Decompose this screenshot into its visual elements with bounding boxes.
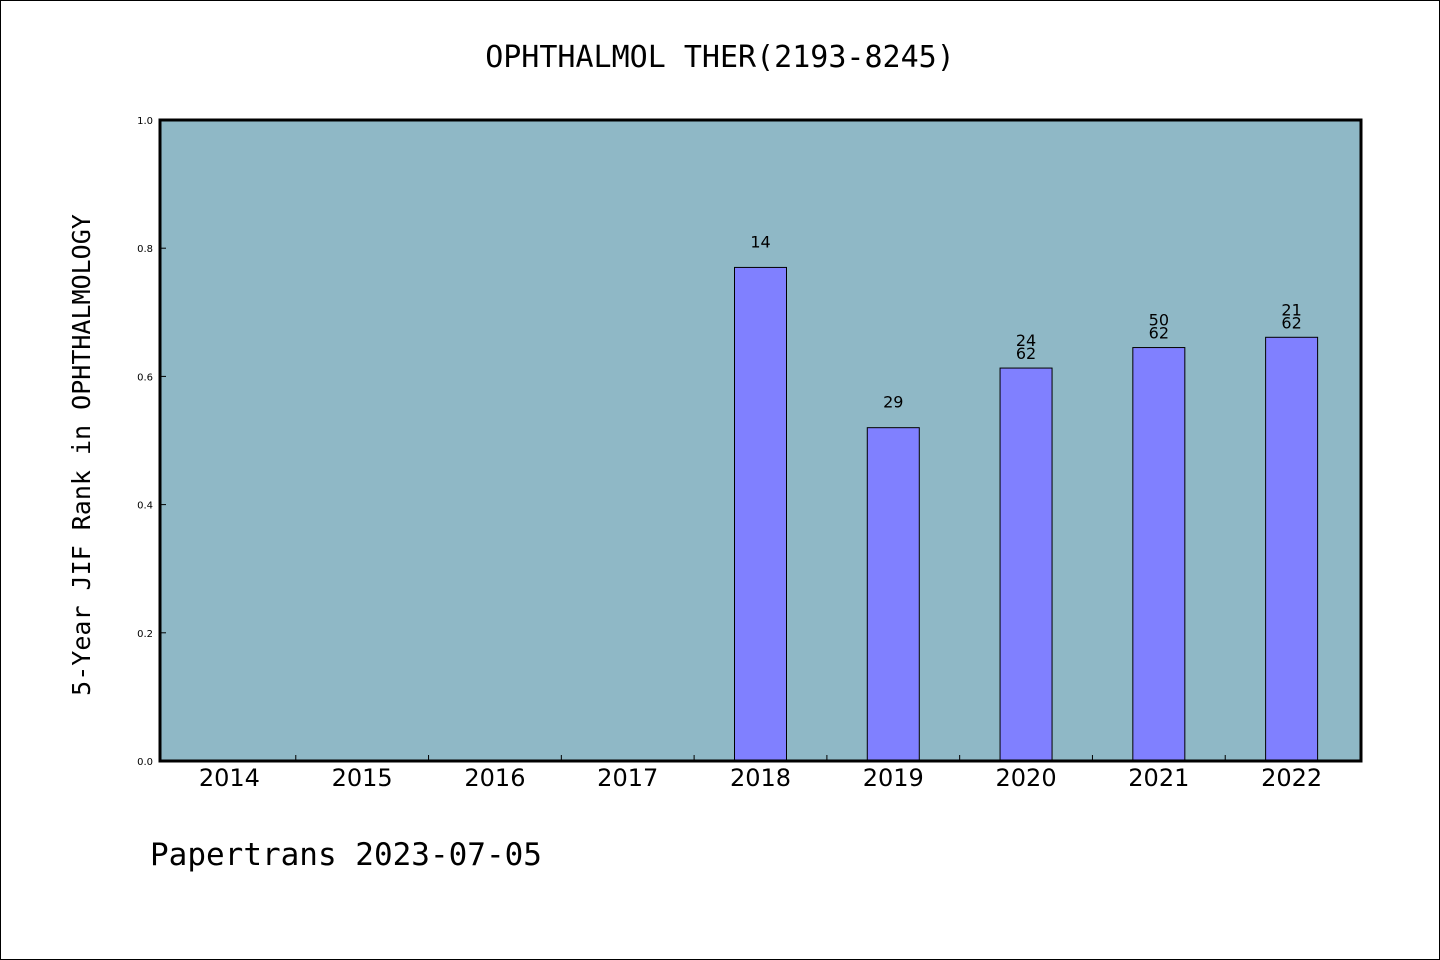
chart-title: OPHTHALMOL THER(2193-8245) (485, 40, 955, 75)
y-tick-label: 0.2 (137, 629, 153, 640)
bar-data-label: 21 (1281, 300, 1301, 319)
bar-data-label: 14 (750, 232, 770, 251)
x-tick-label: 2022 (1261, 764, 1322, 792)
x-tick-label: 2020 (996, 764, 1057, 792)
bar-data-label: 50 (1149, 311, 1169, 330)
x-tick-label: 2015 (332, 764, 393, 792)
x-tick-label: 2014 (199, 764, 260, 792)
footer-text: Papertrans 2023-07-05 (150, 837, 542, 873)
y-tick-label: 1.0 (137, 116, 153, 127)
bar-data-label: 29 (883, 393, 903, 412)
bar-data-label: 24 (1016, 331, 1036, 350)
y-tick-label: 0.4 (137, 501, 153, 512)
bar-data-label: 62 (1016, 344, 1036, 363)
bar-data-label: 62 (1149, 324, 1169, 343)
x-tick-label: 2017 (597, 764, 658, 792)
bar-2021 (1132, 347, 1186, 762)
x-tick-label: 2021 (1128, 764, 1189, 792)
y-tick-label: 0.6 (137, 372, 153, 383)
x-tick-label: 2016 (464, 764, 525, 792)
bar-data-label: 62 (1281, 313, 1301, 332)
bar-2019 (866, 427, 920, 762)
y-tick-label: 0.0 (137, 757, 153, 768)
bar-2018 (734, 266, 787, 762)
y-axis-label: 5-Year JIF Rank in OPHTHALMOLOGY (67, 214, 96, 696)
bar-2020 (999, 367, 1053, 762)
plot-border (158, 118, 1363, 763)
x-tick-label: 2018 (730, 764, 791, 792)
y-tick-label: 0.8 (137, 244, 153, 255)
bars-layer (734, 266, 1319, 762)
bar-2022 (1265, 336, 1319, 762)
x-tick-label: 2019 (863, 764, 924, 792)
x-axis: 2014 2015 2016 2017 2018 2019 2020 2021 2022 (199, 755, 1322, 792)
